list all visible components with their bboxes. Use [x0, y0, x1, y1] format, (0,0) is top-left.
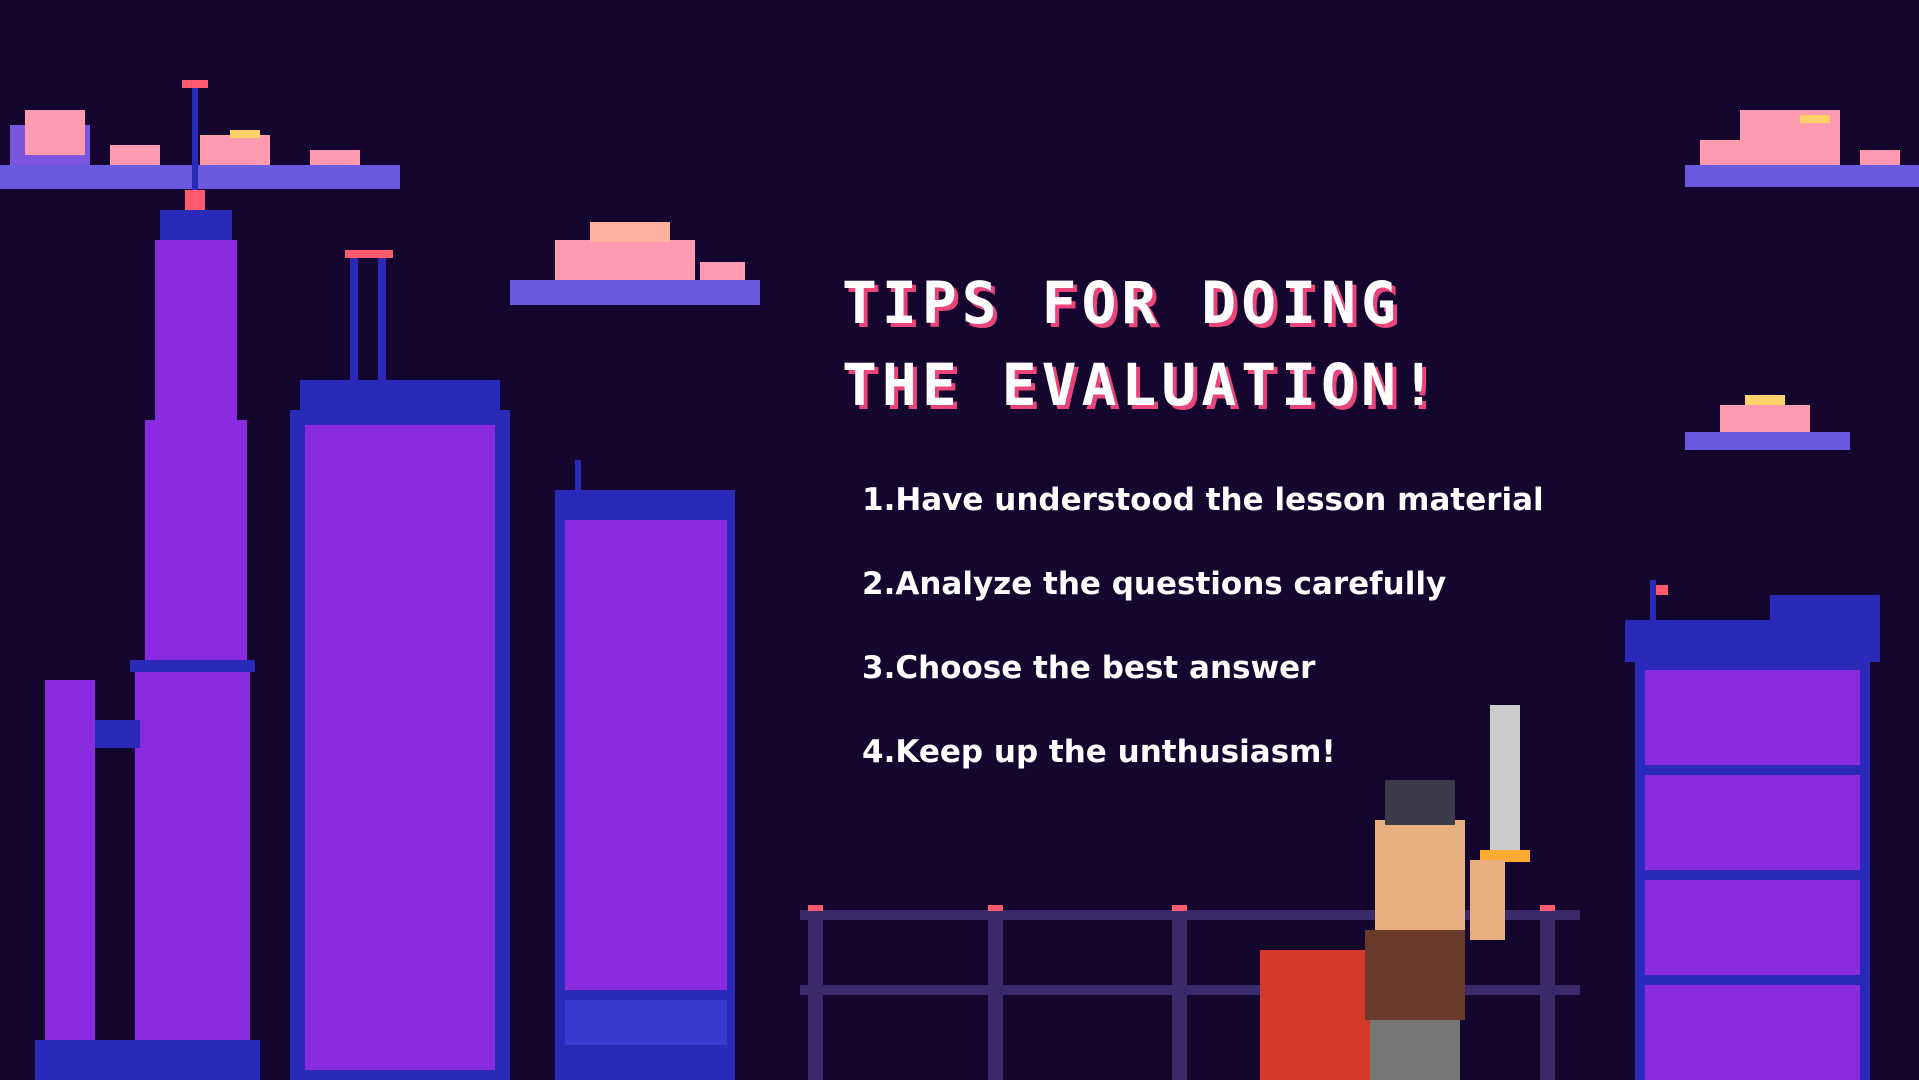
tip-text: Choose the best answer — [895, 650, 1316, 686]
cloud-top-left — [0, 110, 400, 189]
tip-text: Analyze the questions carefully — [895, 566, 1447, 602]
tip-text: Have understood the lesson material — [895, 482, 1544, 518]
tip-text: Keep up the unthusiasm! — [895, 734, 1336, 770]
tips-list: 1.Have understood the lesson material 2.… — [862, 470, 1544, 806]
cloud-top-right — [1685, 110, 1919, 187]
tip-item-1: 1.Have understood the lesson material — [862, 470, 1544, 554]
right-building — [1625, 580, 1880, 1080]
tip-number: 4. — [862, 734, 896, 770]
title-line-1: Tips for doing — [842, 269, 1401, 337]
bridge — [800, 905, 1580, 1080]
striped-building — [290, 250, 510, 1080]
tip-number: 3. — [862, 650, 896, 686]
title-line-2: the evaluation! — [842, 351, 1441, 419]
tip-number: 1. — [862, 482, 896, 518]
slide-title: Tips for doing the evaluation! — [842, 262, 1441, 426]
cloud-small-right — [1685, 395, 1850, 450]
tall-tower — [35, 80, 260, 1080]
tip-item-3: 3.Choose the best answer — [862, 638, 1544, 722]
tip-item-2: 2.Analyze the questions carefully — [862, 554, 1544, 638]
pixel-hero — [1260, 705, 1530, 1080]
window-building — [555, 460, 735, 1080]
cloud-center — [510, 222, 760, 305]
tip-item-4: 4.Keep up the unthusiasm! — [862, 722, 1544, 806]
tip-number: 2. — [862, 566, 896, 602]
